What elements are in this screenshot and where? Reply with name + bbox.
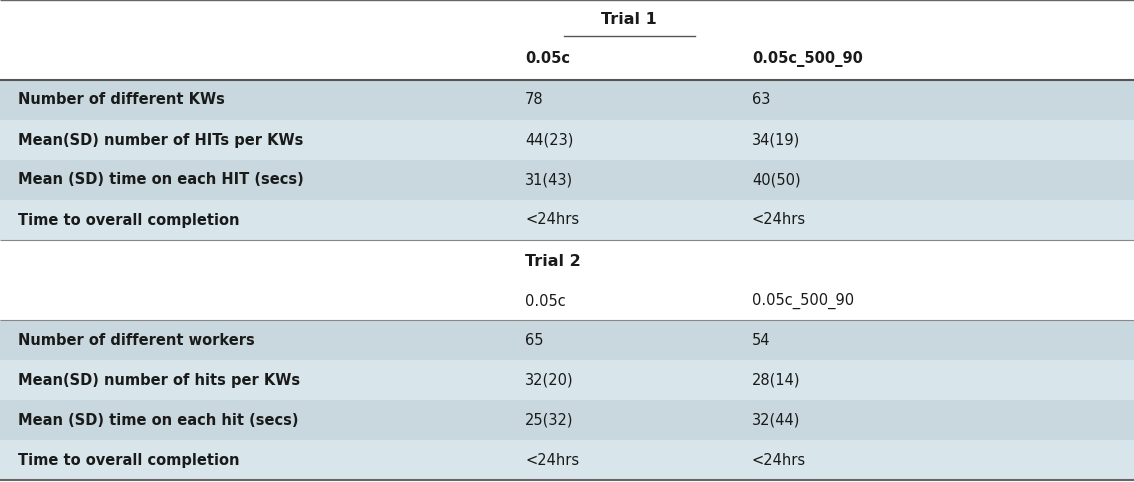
Text: 54: 54: [752, 333, 770, 348]
Text: Trial 1: Trial 1: [601, 12, 658, 27]
Text: 25(32): 25(32): [525, 413, 574, 428]
Bar: [0, 38, 1134, 80]
Text: 0.05c: 0.05c: [525, 52, 570, 67]
Text: 0.05c: 0.05c: [525, 294, 566, 308]
Text: 44(23): 44(23): [525, 133, 574, 147]
Text: <24hrs: <24hrs: [752, 453, 806, 468]
Bar: [0, 282, 1134, 320]
Text: 78: 78: [525, 93, 543, 107]
Text: Mean (SD) time on each HIT (secs): Mean (SD) time on each HIT (secs): [18, 173, 304, 187]
Bar: [0, 200, 1134, 240]
Text: 65: 65: [525, 333, 543, 348]
Text: Trial 2: Trial 2: [525, 254, 581, 268]
Bar: [0, 400, 1134, 440]
Bar: [0, 0, 1134, 38]
Text: 32(20): 32(20): [525, 373, 574, 388]
Text: 34(19): 34(19): [752, 133, 801, 147]
Text: <24hrs: <24hrs: [525, 213, 579, 228]
Text: Mean(SD) number of hits per KWs: Mean(SD) number of hits per KWs: [18, 373, 301, 388]
Text: 31(43): 31(43): [525, 173, 573, 187]
Text: 63: 63: [752, 93, 770, 107]
Text: Number of different workers: Number of different workers: [18, 333, 255, 348]
Bar: [0, 360, 1134, 400]
Bar: [0, 240, 1134, 282]
Text: <24hrs: <24hrs: [525, 453, 579, 468]
Text: 0.05c_500_90: 0.05c_500_90: [752, 51, 863, 67]
Text: <24hrs: <24hrs: [752, 213, 806, 228]
Text: Mean (SD) time on each hit (secs): Mean (SD) time on each hit (secs): [18, 413, 298, 428]
Text: 0.05c_500_90: 0.05c_500_90: [752, 293, 854, 309]
Text: Mean(SD) number of HITs per KWs: Mean(SD) number of HITs per KWs: [18, 133, 304, 147]
Text: 40(50): 40(50): [752, 173, 801, 187]
Text: Time to overall completion: Time to overall completion: [18, 213, 239, 228]
Bar: [0, 320, 1134, 360]
Bar: [0, 160, 1134, 200]
Bar: [0, 440, 1134, 480]
Text: Number of different KWs: Number of different KWs: [18, 93, 225, 107]
Text: Time to overall completion: Time to overall completion: [18, 453, 239, 468]
Bar: [0, 120, 1134, 160]
Bar: [0, 80, 1134, 120]
Text: 28(14): 28(14): [752, 373, 801, 388]
Text: 32(44): 32(44): [752, 413, 801, 428]
